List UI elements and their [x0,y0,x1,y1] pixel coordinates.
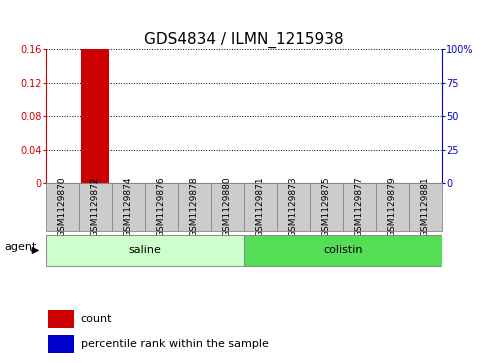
Bar [48,310,74,328]
Bar [81,49,110,183]
Bar [376,183,409,231]
Bar [145,183,178,231]
Bar [244,183,277,231]
Bar [79,183,112,231]
Bar [244,235,442,266]
Text: GSM1129870: GSM1129870 [58,176,67,237]
Text: count: count [81,314,112,324]
Bar [93,182,98,183]
Bar [310,183,343,231]
Bar [178,183,211,231]
Text: colistin: colistin [323,245,363,256]
Bar [409,183,442,231]
Bar [46,183,79,231]
Text: agent: agent [5,242,37,252]
Bar [211,183,244,231]
Text: GSM1129874: GSM1129874 [124,177,133,237]
Text: GSM1129875: GSM1129875 [322,176,331,237]
Text: GSM1129881: GSM1129881 [421,176,430,237]
Text: saline: saline [128,245,161,256]
Text: GSM1129880: GSM1129880 [223,176,232,237]
Bar [343,183,376,231]
Text: percentile rank within the sample: percentile rank within the sample [81,339,269,349]
Bar [46,235,244,266]
Bar [277,183,310,231]
Bar [112,183,145,231]
Text: GSM1129876: GSM1129876 [157,176,166,237]
Title: GDS4834 / ILMN_1215938: GDS4834 / ILMN_1215938 [144,32,344,48]
Bar [48,335,74,353]
Text: GSM1129877: GSM1129877 [355,176,364,237]
Text: GSM1129879: GSM1129879 [388,176,397,237]
Text: GSM1129873: GSM1129873 [289,176,298,237]
Text: GSM1129878: GSM1129878 [190,176,199,237]
Text: GSM1129871: GSM1129871 [256,176,265,237]
Text: GSM1129872: GSM1129872 [91,177,100,237]
